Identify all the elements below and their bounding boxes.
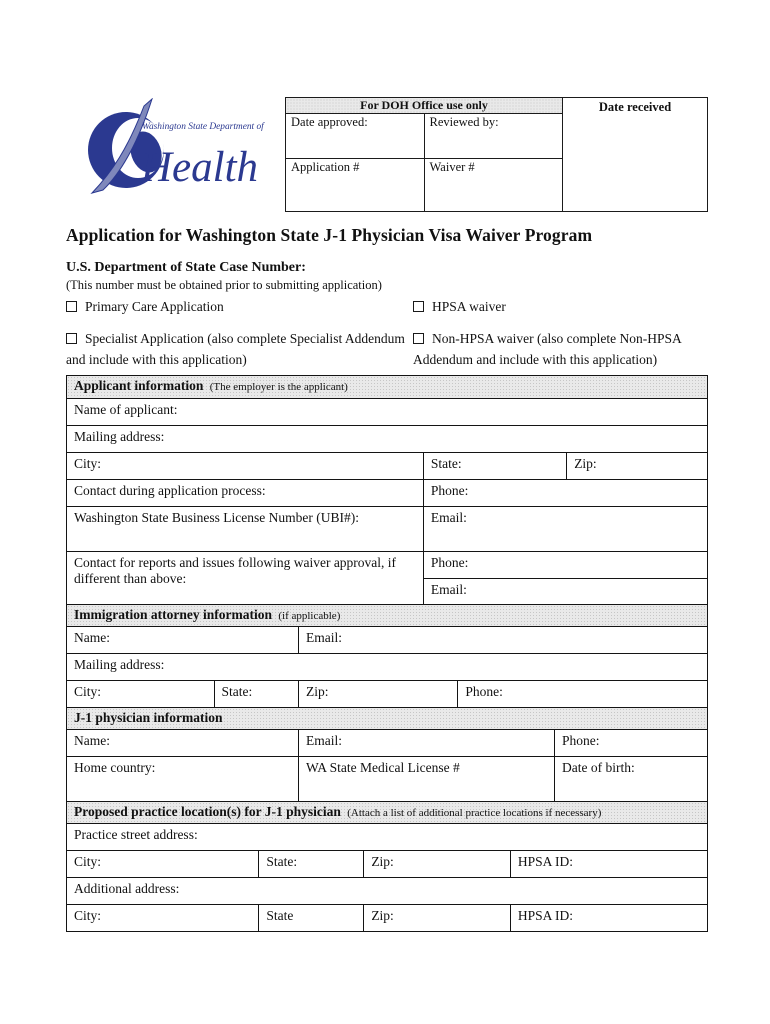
practice2-zip-field[interactable]: Zip: (363, 905, 510, 931)
option-hpsa-waiver[interactable]: HPSA waiver (413, 296, 713, 317)
section-header-attorney: Immigration attorney information (if app… (67, 604, 707, 626)
physician-home-country-field[interactable]: Home country: (74, 760, 156, 775)
section-title: Applicant information (74, 378, 204, 393)
reports-phone-field[interactable]: Phone: (430, 555, 469, 570)
reviewed-by-field[interactable]: Reviewed by: (423, 113, 563, 159)
practice2-hpsa-id-field[interactable]: HPSA ID: (509, 905, 707, 931)
application-type-options: Primary Care Application Specialist Appl… (66, 296, 414, 381)
applicant-state-field[interactable]: State: (422, 453, 566, 479)
option-primary-care[interactable]: Primary Care Application (66, 296, 414, 317)
attorney-phone-field[interactable]: Phone: (457, 681, 707, 707)
doh-health-logo: Washington State Department of Health (88, 98, 265, 194)
section-note: (if applicable) (278, 610, 341, 622)
application-number-field[interactable]: Application # (285, 158, 425, 212)
section-header-applicant: Applicant information (The employer is t… (67, 376, 707, 398)
option-label: Specialist Application (also complete Sp… (66, 331, 405, 367)
physician-license-field[interactable]: WA State Medical License # (298, 757, 554, 801)
health-swirl-icon (88, 98, 164, 194)
attorney-email-field[interactable]: Email: (298, 627, 707, 653)
attorney-city-field[interactable]: City: (74, 684, 102, 699)
option-specialist[interactable]: Specialist Application (also complete Sp… (66, 328, 414, 370)
option-label: HPSA waiver (432, 299, 506, 314)
applicant-mailing-address-field[interactable]: Mailing address: (74, 429, 165, 444)
applicant-zip-field[interactable]: Zip: (566, 453, 707, 479)
practice2-city-field[interactable]: City: (74, 908, 102, 923)
primary-care-checkbox[interactable] (66, 301, 77, 312)
section-title: J-1 physician information (74, 710, 223, 725)
section-header-practice: Proposed practice location(s) for J-1 ph… (67, 801, 707, 823)
logo-health-text: Health (140, 144, 258, 191)
physician-name-field[interactable]: Name: (74, 733, 110, 748)
specialist-checkbox[interactable] (66, 333, 77, 344)
applicant-city-field[interactable]: City: (74, 456, 102, 471)
section-note: (Attach a list of additional practice lo… (347, 807, 602, 819)
attorney-name-field[interactable]: Name: (74, 630, 110, 645)
date-approved-field[interactable]: Date approved: (285, 113, 425, 159)
practice-street-address-field[interactable]: Practice street address: (74, 827, 198, 842)
practice-additional-address-field[interactable]: Additional address: (74, 881, 180, 896)
case-number-label: U.S. Department of State Case Number: (66, 260, 306, 275)
option-label: Non-HPSA waiver (also complete Non-HPSA … (413, 331, 681, 367)
attorney-zip-field[interactable]: Zip: (298, 681, 457, 707)
waiver-type-options: HPSA waiver Non-HPSA waiver (also comple… (413, 296, 713, 381)
non-hpsa-waiver-checkbox[interactable] (413, 333, 424, 344)
practice-zip-field[interactable]: Zip: (363, 851, 510, 877)
applicant-name-field[interactable]: Name of applicant: (74, 402, 178, 417)
applicant-ubi-field[interactable]: Washington State Business License Number… (74, 510, 359, 525)
practice-city-field[interactable]: City: (74, 854, 102, 869)
applicant-email-field[interactable]: Email: (422, 507, 707, 551)
date-received-field[interactable]: Date received (562, 97, 708, 212)
applicant-phone-field[interactable]: Phone: (422, 480, 707, 506)
doh-banner: For DOH Office use only (285, 97, 563, 114)
page-title: Application for Washington State J-1 Phy… (66, 225, 593, 245)
section-note: (The employer is the applicant) (209, 381, 348, 393)
reports-email-field[interactable]: Email: (423, 578, 707, 604)
section-header-physician: J-1 physician information (67, 707, 707, 729)
physician-dob-field[interactable]: Date of birth: (554, 757, 707, 801)
physician-email-field[interactable]: Email: (298, 730, 554, 756)
hpsa-waiver-checkbox[interactable] (413, 301, 424, 312)
doh-office-use-table: For DOH Office use only Date received Da… (285, 97, 708, 212)
section-title: Proposed practice location(s) for J-1 ph… (74, 804, 341, 819)
attorney-mailing-address-field[interactable]: Mailing address: (74, 657, 165, 672)
practice-state-field[interactable]: State: (258, 851, 363, 877)
physician-phone-field[interactable]: Phone: (554, 730, 707, 756)
practice2-state-field[interactable]: State (258, 905, 363, 931)
logo-dept-text: Washington State Department of (142, 121, 265, 132)
applicant-reports-contact-field[interactable]: Contact for reports and issues following… (74, 555, 397, 586)
section-title: Immigration attorney information (74, 607, 272, 622)
option-label: Primary Care Application (85, 299, 224, 314)
attorney-state-field[interactable]: State: (213, 681, 298, 707)
applicant-contact-field[interactable]: Contact during application process: (74, 483, 266, 498)
application-form-table: Applicant information (The employer is t… (66, 375, 708, 932)
case-number-note: (This number must be obtained prior to s… (66, 278, 382, 292)
reports-contact-subcolumn: Phone: Email: (422, 552, 707, 604)
option-non-hpsa-waiver[interactable]: Non-HPSA waiver (also complete Non-HPSA … (413, 328, 713, 370)
waiver-number-field[interactable]: Waiver # (423, 158, 563, 212)
practice-hpsa-id-field[interactable]: HPSA ID: (509, 851, 707, 877)
